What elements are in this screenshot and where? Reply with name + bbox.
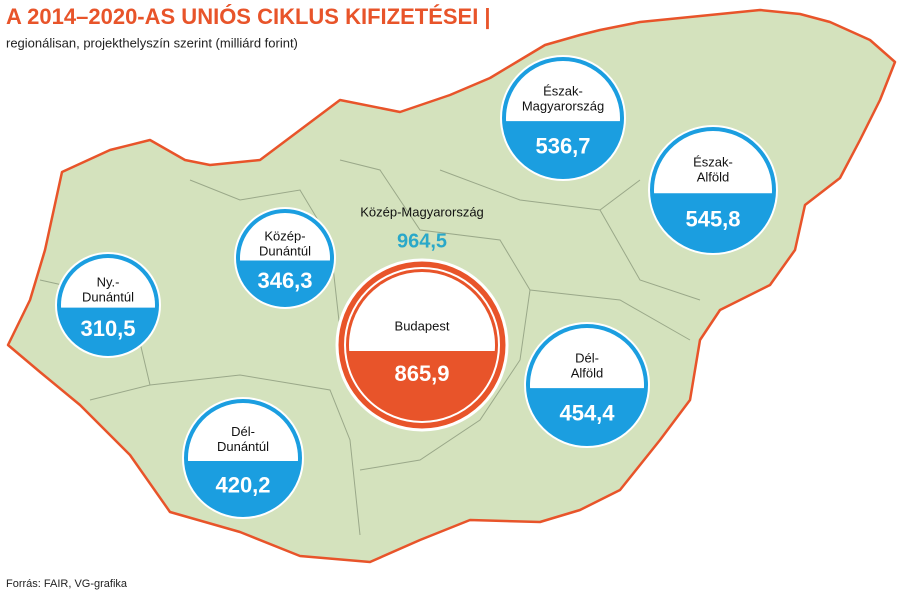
region-value: 346,3 — [257, 268, 312, 293]
region-name: Észak- — [693, 155, 733, 170]
central-name: Közép-Magyarország — [360, 204, 484, 219]
badge-top — [654, 130, 772, 194]
title: A 2014–2020-AS UNIÓS CIKLUS KIFIZETÉSEI … — [6, 4, 491, 29]
badge-top — [240, 213, 330, 261]
region-value: 310,5 — [80, 316, 135, 341]
region-name: Alföld — [697, 170, 730, 185]
region-name: Dél- — [231, 424, 255, 439]
region-name: Ny.- — [97, 275, 120, 290]
badge-top — [530, 328, 644, 389]
region-name: Dunántúl — [217, 439, 269, 454]
budapest-name: Budapest — [395, 318, 450, 333]
badge-top — [60, 257, 155, 308]
region-value: 536,7 — [535, 134, 590, 159]
region-name: Dunántúl — [82, 290, 134, 305]
budapest-top — [349, 272, 496, 351]
budapest-value: 865,9 — [394, 361, 449, 386]
subtitle: regionálisan, projekthelyszín szerint (m… — [6, 35, 298, 50]
region-name: Dél- — [575, 350, 599, 365]
badge-top — [506, 61, 620, 122]
badge-top — [188, 402, 299, 461]
region-name: Magyarország — [522, 98, 604, 113]
region-name: Észak- — [543, 83, 583, 98]
region-value: 420,2 — [215, 473, 270, 498]
region-value: 545,8 — [685, 207, 740, 232]
region-name: Alföld — [571, 365, 604, 380]
region-name: Közép- — [264, 228, 305, 243]
region-value: 454,4 — [559, 401, 615, 426]
region-name: Dunántúl — [259, 243, 311, 258]
source: Forrás: FAIR, VG-grafika — [6, 578, 128, 590]
central-value: 964,5 — [397, 230, 447, 252]
